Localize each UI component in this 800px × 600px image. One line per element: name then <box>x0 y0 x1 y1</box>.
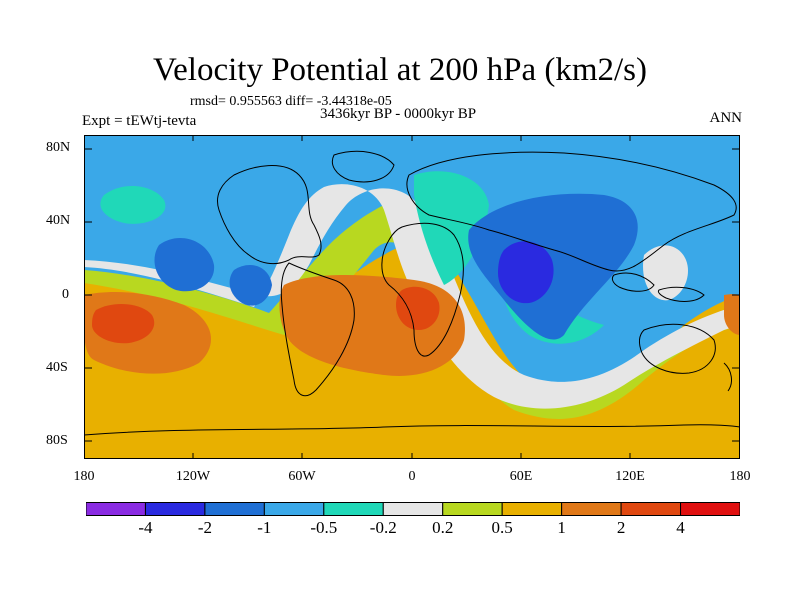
colorbar-box <box>561 502 622 516</box>
colorbar-box <box>382 502 444 516</box>
field-neutral-band <box>84 184 740 409</box>
lat-ticks <box>84 148 740 442</box>
lon-ticks <box>192 135 631 459</box>
colorbar-box <box>86 502 146 516</box>
colorbar-box <box>442 502 503 516</box>
colorbar-label: -4 <box>138 518 153 537</box>
lat-label-80n: 80N <box>46 140 71 155</box>
field-deep-blue-core <box>498 241 554 304</box>
lon-label-60e: 60E <box>509 469 533 484</box>
lon-label-180w: 180 <box>73 469 95 484</box>
colorbar-box <box>263 502 325 516</box>
field-teal-atlantic <box>414 171 489 285</box>
lon-label-180e: 180 <box>729 469 751 484</box>
colorbar <box>86 502 740 516</box>
colorbar-label: -0.2 <box>369 518 397 537</box>
field-orange-east-edge <box>724 294 740 335</box>
lat-label-80s: 80S <box>46 433 68 448</box>
colorbar-box <box>144 502 206 516</box>
field-teal-npacific <box>100 185 166 224</box>
lat-label-equator: 0 <box>62 287 69 302</box>
colorbar-box <box>620 502 682 516</box>
lon-label-60w: 60W <box>288 469 316 484</box>
colorbar-label: 2 <box>616 518 626 537</box>
colorbar-box <box>501 502 563 516</box>
lon-label-120e: 120E <box>615 469 645 484</box>
lon-label-0: 0 <box>408 469 416 484</box>
colorbar-label: 0.2 <box>432 518 454 537</box>
stats-label: rmsd= 0.955563 diff= -3.44318e-05 <box>190 94 392 109</box>
season-label: ANN <box>709 110 743 126</box>
lon-label-120w: 120W <box>175 469 211 484</box>
colorbar-label: -1 <box>257 518 272 537</box>
colorbar-label: 4 <box>676 518 685 537</box>
experiment-label: Expt = tEWtj-tevta <box>82 113 197 129</box>
colorbar-label: 0.5 <box>491 518 513 537</box>
colorbar-label: 1 <box>557 518 566 537</box>
period-label: 3436kyr BP - 0000kyr BP <box>320 106 477 122</box>
field-blue-namerica <box>229 265 272 306</box>
coastlines <box>84 150 740 436</box>
colorbar-label: -0.5 <box>310 518 338 537</box>
colorbar-box <box>680 502 740 516</box>
plot-title: Velocity Potential at 200 hPa (km2/s) <box>152 52 648 88</box>
field-red-africa <box>396 286 440 330</box>
colorbar-label: -2 <box>197 518 212 537</box>
colorbar-box <box>204 502 265 516</box>
velocity-potential-map <box>84 135 740 459</box>
lat-label-40s: 40S <box>46 360 68 375</box>
field-blue-npacific <box>154 237 215 292</box>
colorbar-box <box>323 502 384 516</box>
lat-label-40n: 40N <box>46 213 71 228</box>
field-neutral-pacific <box>643 245 689 301</box>
field-red-spacific <box>92 303 155 344</box>
